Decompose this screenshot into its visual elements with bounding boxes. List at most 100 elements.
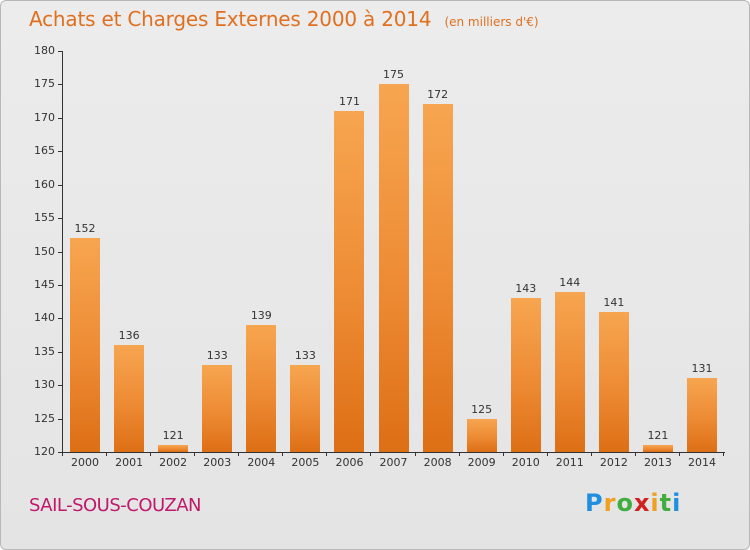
bar-value-label: 121 [162,429,184,443]
bar [642,445,673,452]
x-tick [106,452,107,456]
bar [202,365,233,452]
y-tick [58,151,62,152]
x-tick [459,452,460,456]
y-tick-label: 165 [34,144,55,157]
y-tick [58,352,62,353]
x-tick [238,452,239,456]
y-tick [58,218,62,219]
bar-value-label: 144 [559,275,581,289]
x-tick [326,452,327,456]
x-tick [62,452,63,456]
x-tick-label: 2003 [203,456,232,469]
x-tick-label: 2014 [688,456,716,469]
x-tick [503,452,504,456]
x-tick-label: 2005 [291,456,320,469]
x-tick-label: 2001 [115,456,144,469]
x-tick-label: 2007 [379,456,408,469]
y-tick-label: 155 [34,211,55,224]
logo-letter: x [633,489,651,517]
bar-value-label: 125 [471,402,493,416]
y-tick-label: 140 [34,311,55,324]
x-tick [415,452,416,456]
bar-value-label: 133 [206,349,228,363]
y-tick [58,118,62,119]
bar-value-label: 172 [427,88,449,102]
bar [510,298,541,452]
bar [554,291,585,452]
y-tick [58,185,62,186]
y-tick-label: 175 [34,77,55,90]
bar [290,365,321,452]
x-tick [547,452,548,456]
x-tick-label: 2006 [335,456,364,469]
logo-letter: i [672,489,682,517]
logo-letter: t [659,489,673,517]
x-tick-label: 2002 [159,456,188,469]
y-tick-label: 180 [34,44,55,57]
y-tick-label: 150 [34,245,55,258]
y-tick-label: 135 [34,345,55,358]
y-tick [58,318,62,319]
bar-value-label: 175 [383,68,405,82]
chart-title: Achats et Charges Externes 2000 à 2014 (… [29,7,539,31]
bar [422,104,453,452]
x-tick [679,452,680,456]
logo-letter: r [603,489,617,517]
y-tick-label: 120 [34,445,55,458]
bar [334,111,365,452]
bar [378,84,409,452]
y-tick [58,84,62,85]
y-tick [58,252,62,253]
bar [598,311,629,452]
y-tick [58,419,62,420]
logo-letter: o [616,489,634,517]
x-tick [635,452,636,456]
bar [70,238,101,452]
x-tick-label: 2013 [643,456,672,469]
y-tick [58,452,62,453]
x-tick-label: 2010 [511,456,540,469]
proxiti-logo: Proxiti [585,489,681,517]
logo-letter: i [650,489,660,517]
y-tick [58,385,62,386]
title-unit: (en milliers d'€) [444,15,539,29]
bar-value-label: 133 [294,349,316,363]
y-tick-label: 125 [34,412,55,425]
x-axis-line [62,452,726,453]
x-tick [150,452,151,456]
x-tick [282,452,283,456]
bar [246,325,277,452]
y-tick-label: 170 [34,111,55,124]
x-tick-label: 2004 [247,456,276,469]
logo-letter: P [585,489,604,517]
bar [114,345,145,452]
title-main: Achats et Charges Externes 2000 à 2014 [29,7,432,31]
x-tick [370,452,371,456]
bar-value-label: 143 [515,282,537,296]
y-tick [58,51,62,52]
x-tick-label: 2012 [599,456,628,469]
x-tick-label: 2011 [555,456,584,469]
bar-value-label: 171 [338,95,360,109]
x-tick-label: 2008 [423,456,452,469]
bar-value-label: 152 [74,222,96,236]
x-tick [591,452,592,456]
commune-name: SAIL-SOUS-COUZAN [29,495,201,516]
bar-value-label: 136 [118,329,140,343]
y-tick-label: 160 [34,178,55,191]
bar [158,445,189,452]
y-tick-label: 130 [34,378,55,391]
bar-value-label: 139 [250,309,272,323]
bar [466,418,497,452]
x-tick-label: 2000 [71,456,100,469]
y-tick-label: 145 [34,278,55,291]
x-tick [723,452,724,456]
x-tick [194,452,195,456]
bar [687,378,717,452]
bar-value-label: 121 [647,429,669,443]
y-axis-line [62,51,63,452]
x-tick-label: 2009 [467,456,496,469]
bar-value-label: 131 [691,362,713,376]
